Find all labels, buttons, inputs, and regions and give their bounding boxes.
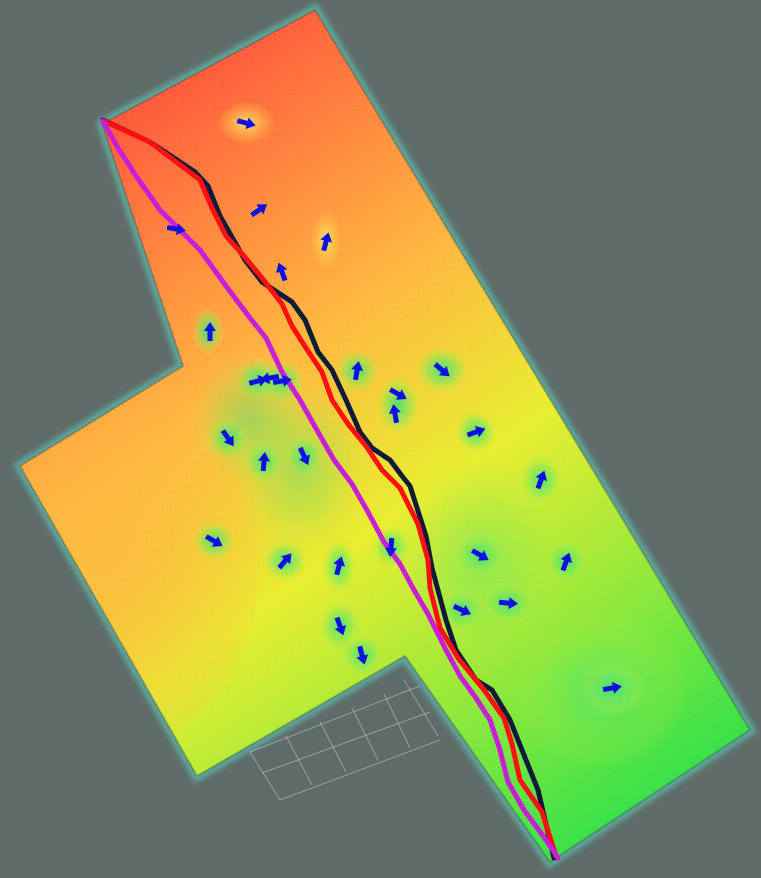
obstacle-markers bbox=[166, 117, 622, 694]
arrow-icon bbox=[220, 429, 234, 447]
arrow-icon bbox=[272, 374, 292, 387]
arrow-icon bbox=[166, 223, 186, 236]
arrow-icon bbox=[250, 204, 268, 218]
arrow-icon bbox=[384, 537, 397, 557]
path-red bbox=[101, 118, 559, 859]
path-magenta bbox=[100, 118, 561, 861]
arrow-icon bbox=[356, 645, 369, 665]
arrow-icon bbox=[320, 232, 333, 252]
arrow-icon bbox=[466, 426, 486, 438]
path-black bbox=[100, 117, 557, 861]
arrow-icon bbox=[351, 361, 364, 381]
floor-grid bbox=[249, 679, 441, 801]
arrow-icon bbox=[333, 556, 346, 576]
arrow-icon bbox=[260, 372, 280, 385]
arrow-icon bbox=[297, 446, 310, 466]
arrow-icon bbox=[470, 548, 489, 561]
costmap-boundary bbox=[18, 8, 752, 864]
arrow-icon bbox=[433, 362, 450, 377]
arrow-icon bbox=[560, 552, 572, 572]
arrow-icon bbox=[388, 387, 407, 400]
arrow-icon bbox=[204, 534, 223, 547]
arrow-icon bbox=[535, 470, 547, 490]
arrow-icon bbox=[334, 616, 346, 636]
arrow-icon bbox=[258, 452, 271, 472]
arrow-icon bbox=[276, 262, 288, 282]
arrow-icon bbox=[388, 404, 401, 424]
arrow-icon bbox=[277, 553, 292, 570]
arrow-icon bbox=[204, 322, 216, 341]
arrow-icon bbox=[602, 681, 622, 694]
planned-paths bbox=[100, 117, 561, 861]
arrow-icon bbox=[236, 117, 256, 130]
arrow-icon bbox=[498, 597, 518, 610]
arrow-icon bbox=[452, 603, 472, 616]
